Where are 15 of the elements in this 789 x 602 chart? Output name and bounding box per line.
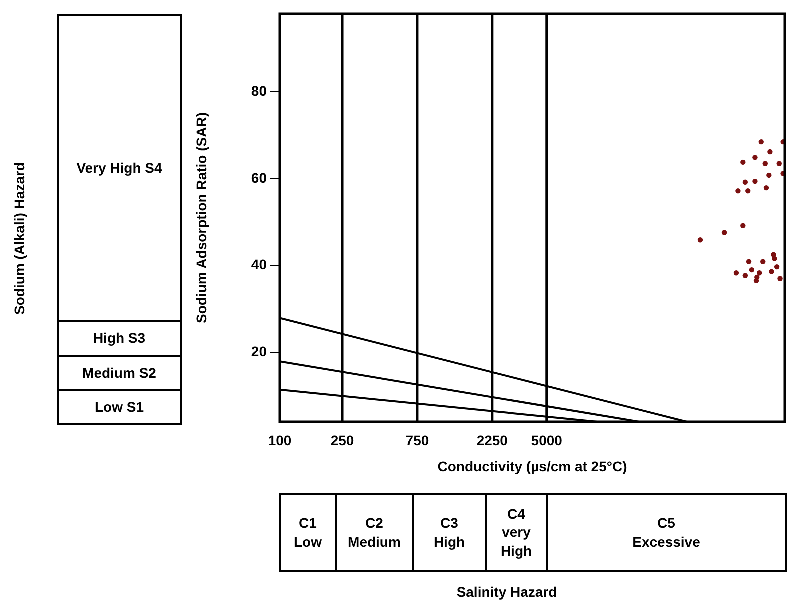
x-tick-label: 750 (406, 432, 430, 448)
x-tick-label: 5000 (531, 432, 563, 448)
sodium-class-table: Very High S4 High S3 Medium S2 Low S1 (57, 14, 182, 425)
salinity-class-table: C1 Low C2 Medium C3 High C4 very High C5 Excessive (279, 493, 787, 572)
y-tick-label: 20 (251, 343, 268, 360)
text: Sodium (Alkali) Hazard (11, 162, 28, 317)
x-tick-label: 100 (268, 432, 292, 448)
y-tick-label: 40 (251, 256, 268, 273)
text: Salinity Hazard (456, 584, 558, 602)
y-axis-title: Sodium Adsorption Ratio (SAR) (193, 112, 210, 324)
y-tick-label: 80 (251, 82, 268, 99)
y-tick-label: 60 (251, 170, 268, 186)
x-tick-label: 2250 (476, 432, 508, 448)
x-axis-title: Conductivity (µs/cm at 25°C) (438, 458, 628, 474)
x-tick-label: 250 (330, 432, 354, 448)
